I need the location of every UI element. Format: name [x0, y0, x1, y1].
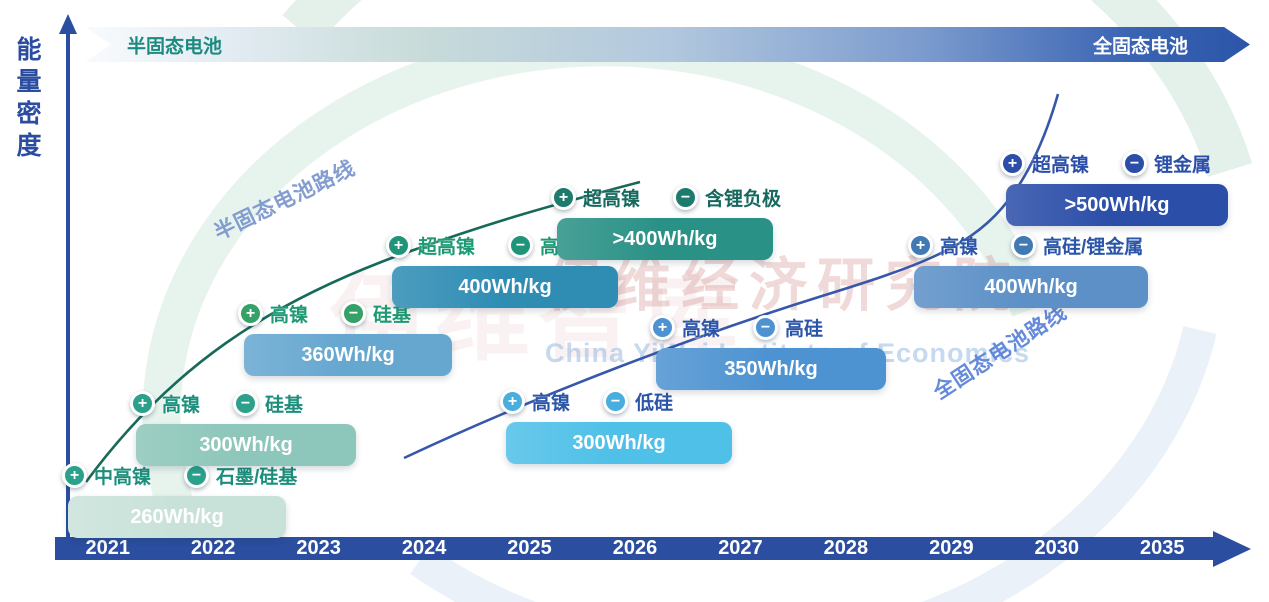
chemistry-row: + 超高镍 − 含锂负极 — [551, 184, 781, 211]
technology-transition-banner: 半固态电池 全固态电池 — [85, 27, 1250, 62]
swoosh-blue — [410, 326, 1217, 602]
chemistry-row: + 高镍 − 高硅/锂金属 — [908, 232, 1143, 259]
minus-icon: − — [184, 463, 210, 488]
energy-density-pill: 360Wh/kg — [244, 334, 452, 376]
minus-icon: − — [233, 391, 259, 416]
year-tick: 2028 — [823, 537, 869, 559]
year-tick: 2035 — [1140, 537, 1185, 559]
data-point-2030-full: + 超高镍 − 锂金属 >500Wh/kg — [1000, 150, 1228, 226]
y-axis-arrowhead — [59, 14, 77, 34]
chemistry-row: + 中高镍 − 石墨/硅基 — [62, 462, 297, 489]
plus-icon: + — [62, 463, 87, 488]
cathode-label: 高镍 — [162, 395, 201, 416]
minus-icon: − — [603, 389, 629, 414]
energy-density-pill: 350Wh/kg — [656, 348, 886, 390]
x-axis-timeline: 2021 2022 2023 2024 2025 2026 2027 2028 … — [55, 537, 1215, 560]
plus-icon: + — [908, 233, 933, 258]
anode-label: 含锂负极 — [705, 189, 782, 210]
anode-label: 硅基 — [373, 305, 412, 326]
plus-icon: + — [130, 391, 155, 416]
data-point-2023-semi: + 高镍 − 硅基 360Wh/kg — [238, 300, 452, 376]
plus-icon: + — [238, 301, 263, 326]
plus-icon: + — [386, 233, 411, 258]
anode-label: 石墨/硅基 — [216, 467, 298, 488]
data-point-2027-full: + 高镍 − 高硅 350Wh/kg — [650, 314, 886, 390]
data-point-2026-semi: + 超高镍 − 含锂负极 >400Wh/kg — [551, 184, 781, 260]
y-axis-label: 能量密度 — [13, 36, 41, 164]
plus-icon: + — [500, 389, 525, 414]
year-tick: 2021 — [85, 537, 130, 559]
minus-icon: − — [673, 185, 699, 210]
year-tick: 2022 — [190, 537, 236, 559]
energy-density-pill: 260Wh/kg — [68, 496, 286, 538]
chemistry-row: + 高镍 − 硅基 — [238, 300, 411, 327]
chemistry-row: + 高镍 − 高硅 — [650, 314, 823, 341]
year-tick: 2027 — [718, 537, 763, 559]
plus-icon: + — [551, 185, 576, 210]
data-point-2022-semi: + 高镍 − 硅基 300Wh/kg — [130, 390, 356, 466]
banner-all-solid-label: 全固态电池 — [1092, 36, 1188, 57]
data-point-2024-semi: + 超高镍 − 高硅 400Wh/kg — [386, 232, 618, 308]
cathode-label: 高镍 — [940, 237, 979, 258]
anode-label: 低硅 — [635, 393, 674, 414]
cathode-label: 高镍 — [532, 393, 571, 414]
year-tick: 2030 — [1034, 537, 1080, 559]
year-tick: 2024 — [401, 537, 447, 559]
minus-icon: − — [341, 301, 367, 326]
cathode-label: 中高镍 — [94, 467, 152, 488]
plus-icon: + — [650, 315, 675, 340]
plus-icon: + — [1000, 151, 1025, 176]
minus-icon: − — [753, 315, 779, 340]
cathode-label: 超高镍 — [418, 237, 476, 258]
energy-density-pill: >400Wh/kg — [557, 218, 773, 260]
cathode-label: 高镍 — [270, 305, 309, 326]
banner-semi-solid-label: 半固态电池 — [127, 36, 223, 57]
energy-density-pill: 300Wh/kg — [136, 424, 356, 466]
chemistry-row: + 超高镍 − 高硅 — [386, 232, 578, 259]
y-axis-line — [66, 30, 70, 542]
energy-density-pill: 300Wh/kg — [506, 422, 732, 464]
energy-density-pill: >500Wh/kg — [1006, 184, 1228, 226]
year-tick: 2025 — [507, 537, 552, 559]
cathode-label: 超高镍 — [1032, 155, 1090, 176]
data-point-2026-full: + 高镍 − 低硅 300Wh/kg — [500, 388, 732, 464]
year-tick: 2023 — [296, 537, 341, 559]
year-tick: 2029 — [929, 537, 974, 559]
chemistry-row: + 高镍 − 低硅 — [500, 388, 673, 415]
chemistry-row: + 高镍 − 硅基 — [130, 390, 303, 417]
x-axis-arrowhead — [1213, 531, 1251, 567]
anode-label: 硅基 — [265, 395, 304, 416]
all-solid-route-curve — [403, 93, 1060, 460]
anode-label: 锂金属 — [1154, 155, 1212, 176]
energy-density-pill: 400Wh/kg — [914, 266, 1148, 308]
minus-icon: − — [508, 233, 534, 258]
chemistry-row: + 超高镍 − 锂金属 — [1000, 150, 1211, 177]
semi-solid-route-curve — [84, 180, 641, 483]
cathode-label: 高镍 — [682, 319, 721, 340]
anode-label: 高硅/锂金属 — [1043, 237, 1144, 258]
minus-icon: − — [1011, 233, 1037, 258]
data-point-2029-full: + 高镍 − 高硅/锂金属 400Wh/kg — [908, 232, 1148, 308]
swoosh-green-bottom — [142, 28, 1048, 527]
cathode-label: 超高镍 — [583, 189, 641, 210]
data-point-2021-semi: + 中高镍 − 石墨/硅基 260Wh/kg — [62, 462, 297, 538]
anode-label: 高硅 — [785, 319, 824, 340]
minus-icon: − — [1122, 151, 1148, 176]
energy-density-pill: 400Wh/kg — [392, 266, 618, 308]
year-tick: 2026 — [612, 537, 658, 559]
